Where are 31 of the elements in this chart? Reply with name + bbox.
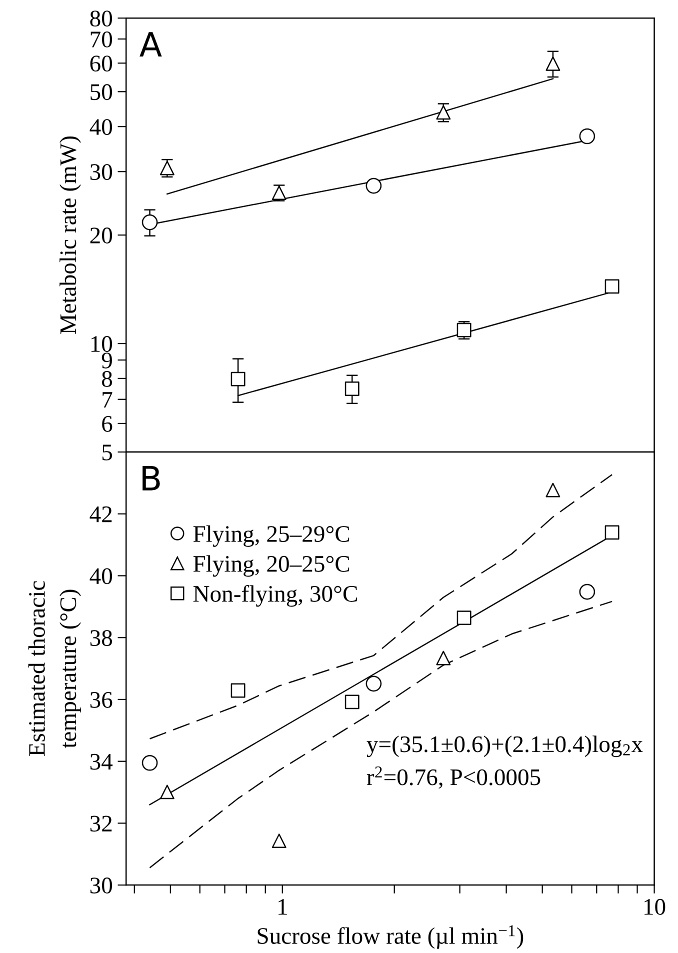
y-axis-title: Estimated thoracic temperature (°C) xyxy=(28,581,81,756)
annotation: y=(35.1±0.6)+(2.1±0.4)log$_{2}$x xyxy=(366,736,643,758)
y-tick-label: 6 xyxy=(102,416,112,432)
y-tick-label: 42 xyxy=(90,506,112,522)
y-tick-label: 38 xyxy=(90,630,112,646)
y-tick-label: 70 xyxy=(90,31,112,48)
y-tick-label: 32 xyxy=(90,816,112,832)
x-tick-label: 1 xyxy=(278,899,287,915)
y-tick-label: 5 xyxy=(102,444,112,460)
legend-label: Flying, 25–29°C xyxy=(193,525,350,547)
y-tick-label: 40 xyxy=(90,568,112,584)
y-tick-label: 34 xyxy=(90,754,113,770)
annotation: B xyxy=(142,466,160,490)
y-tick-label: 30 xyxy=(90,878,112,894)
x-axis-title: Sucrose flow rate (µl min$^{−1}$) xyxy=(258,925,524,949)
y-tick-label: 36 xyxy=(90,692,112,708)
y-tick-label: 9 xyxy=(102,352,112,368)
legend-label: Flying, 20–25°C xyxy=(193,555,350,577)
y-axis-title: Metabolic rate (mW) xyxy=(60,136,81,334)
y-tick-label: 8 xyxy=(102,370,112,387)
annotation: A xyxy=(140,32,162,56)
y-tick-label: 30 xyxy=(90,164,112,180)
y-tick-label: 20 xyxy=(90,228,112,244)
legend-label: Non-flying, 30°C xyxy=(193,584,357,607)
annotation: r$^{2}$=0.76, P<0.0005 xyxy=(366,766,540,789)
y-tick-label: 10 xyxy=(91,336,112,352)
y-tick-label: 7 xyxy=(102,392,112,408)
y-tick-label: 60 xyxy=(90,56,112,72)
y-tick-label: 80 xyxy=(90,10,112,27)
y-tick-label: 50 xyxy=(90,84,112,100)
y-tick-label: 40 xyxy=(90,119,112,136)
